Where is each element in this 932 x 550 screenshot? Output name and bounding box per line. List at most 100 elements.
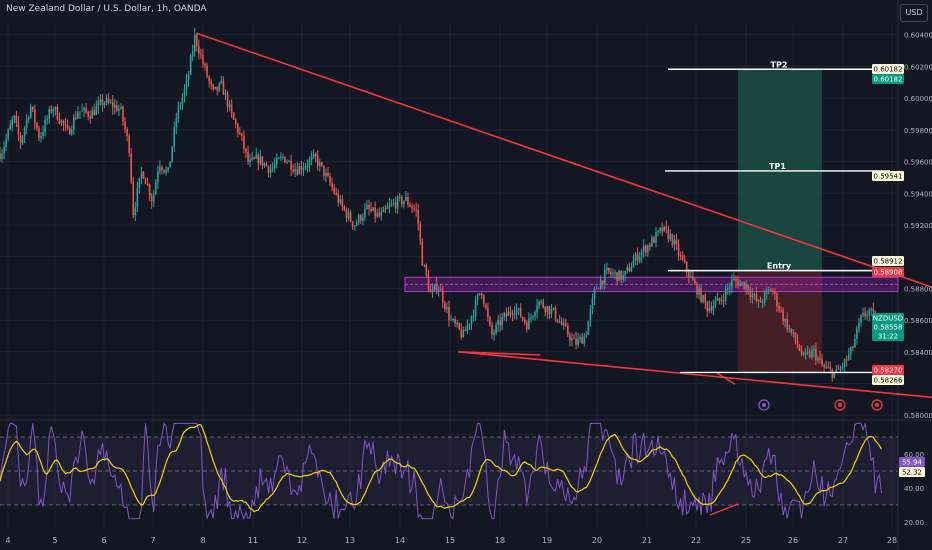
candle (99, 99, 102, 103)
time-tick-label: 5 (52, 536, 57, 545)
candle (32, 106, 34, 110)
candle (470, 316, 473, 324)
candle (608, 267, 610, 272)
time-tick-label: 13 (345, 536, 355, 545)
currency-button[interactable]: USD (900, 4, 928, 22)
candle (497, 320, 499, 325)
candle (0, 153, 1, 160)
candle (288, 160, 290, 162)
candle (259, 156, 262, 164)
price-badge (872, 267, 904, 277)
time-tick-label: 15 (445, 536, 455, 545)
candle (210, 81, 212, 85)
candle (357, 215, 360, 223)
candle (544, 307, 547, 313)
candle (312, 154, 315, 158)
candle (550, 308, 553, 315)
candle (546, 306, 549, 313)
candle (337, 193, 340, 203)
candle (630, 267, 633, 272)
candle (521, 317, 524, 320)
candle (692, 276, 694, 281)
candle (552, 307, 555, 309)
candle (290, 160, 292, 170)
candle (421, 240, 424, 266)
candle (729, 287, 731, 289)
candle (560, 321, 563, 325)
candle (19, 134, 22, 144)
candle (755, 294, 758, 301)
candle (3, 146, 5, 154)
candle (622, 275, 624, 280)
price-tick-label: 0.59800 (904, 127, 932, 135)
candle (196, 34, 198, 46)
candle (405, 196, 407, 201)
candle (310, 157, 313, 160)
time-axis: 4 5 6 7 8 11 12 13 14 15 18 19 20 21 22 25 26 27 28 (5, 536, 897, 545)
candle (845, 359, 848, 361)
candle (825, 367, 827, 369)
rsi-tick-label: 20.00 (904, 519, 924, 527)
candle (249, 159, 251, 163)
candle (286, 161, 288, 163)
candle (636, 253, 639, 261)
candle (427, 275, 430, 290)
candle (659, 227, 661, 231)
candle (577, 338, 579, 345)
candle (532, 316, 534, 318)
candle (329, 175, 331, 184)
candle (107, 98, 110, 103)
time-tick-label: 8 (200, 536, 205, 545)
candle (759, 300, 762, 303)
candle (64, 124, 67, 126)
candle (111, 102, 114, 108)
candle (17, 122, 20, 135)
price-badge (872, 375, 904, 385)
candle (597, 288, 600, 290)
candle (696, 283, 698, 295)
price-tick-label: 0.60200 (904, 63, 932, 71)
candle (38, 128, 40, 139)
candle (58, 119, 61, 124)
candle (296, 169, 299, 175)
candle (745, 285, 747, 290)
time-tick-label: 20 (592, 536, 602, 545)
candle (638, 256, 641, 261)
candle (120, 106, 122, 109)
candle (384, 208, 387, 210)
candle (517, 308, 520, 310)
candle (499, 320, 501, 326)
candle (345, 209, 348, 218)
candle (849, 347, 852, 355)
price-badge-label: 0.58266 (874, 377, 903, 385)
candle (821, 359, 823, 366)
candle (616, 272, 618, 281)
time-tick-label: 14 (395, 536, 405, 545)
candle (843, 359, 846, 367)
candle (585, 334, 588, 337)
candle (103, 102, 106, 106)
candle (269, 169, 272, 173)
candle (661, 227, 663, 232)
candle (714, 301, 717, 306)
candle (587, 321, 590, 335)
candle (811, 350, 813, 358)
time-tick-label: 7 (150, 536, 155, 545)
candle (185, 79, 188, 89)
price-tick-label: 0.58600 (904, 317, 932, 325)
candle (554, 307, 557, 320)
candle (148, 184, 151, 197)
candle (450, 319, 452, 321)
candle (798, 345, 801, 351)
candle (669, 234, 672, 240)
candle (776, 293, 778, 307)
candle (724, 288, 727, 301)
candle (175, 118, 178, 128)
candle (458, 323, 460, 330)
candle (159, 166, 161, 172)
candle (538, 301, 540, 306)
candle (140, 172, 143, 178)
candle (183, 88, 186, 97)
candle (409, 204, 411, 207)
